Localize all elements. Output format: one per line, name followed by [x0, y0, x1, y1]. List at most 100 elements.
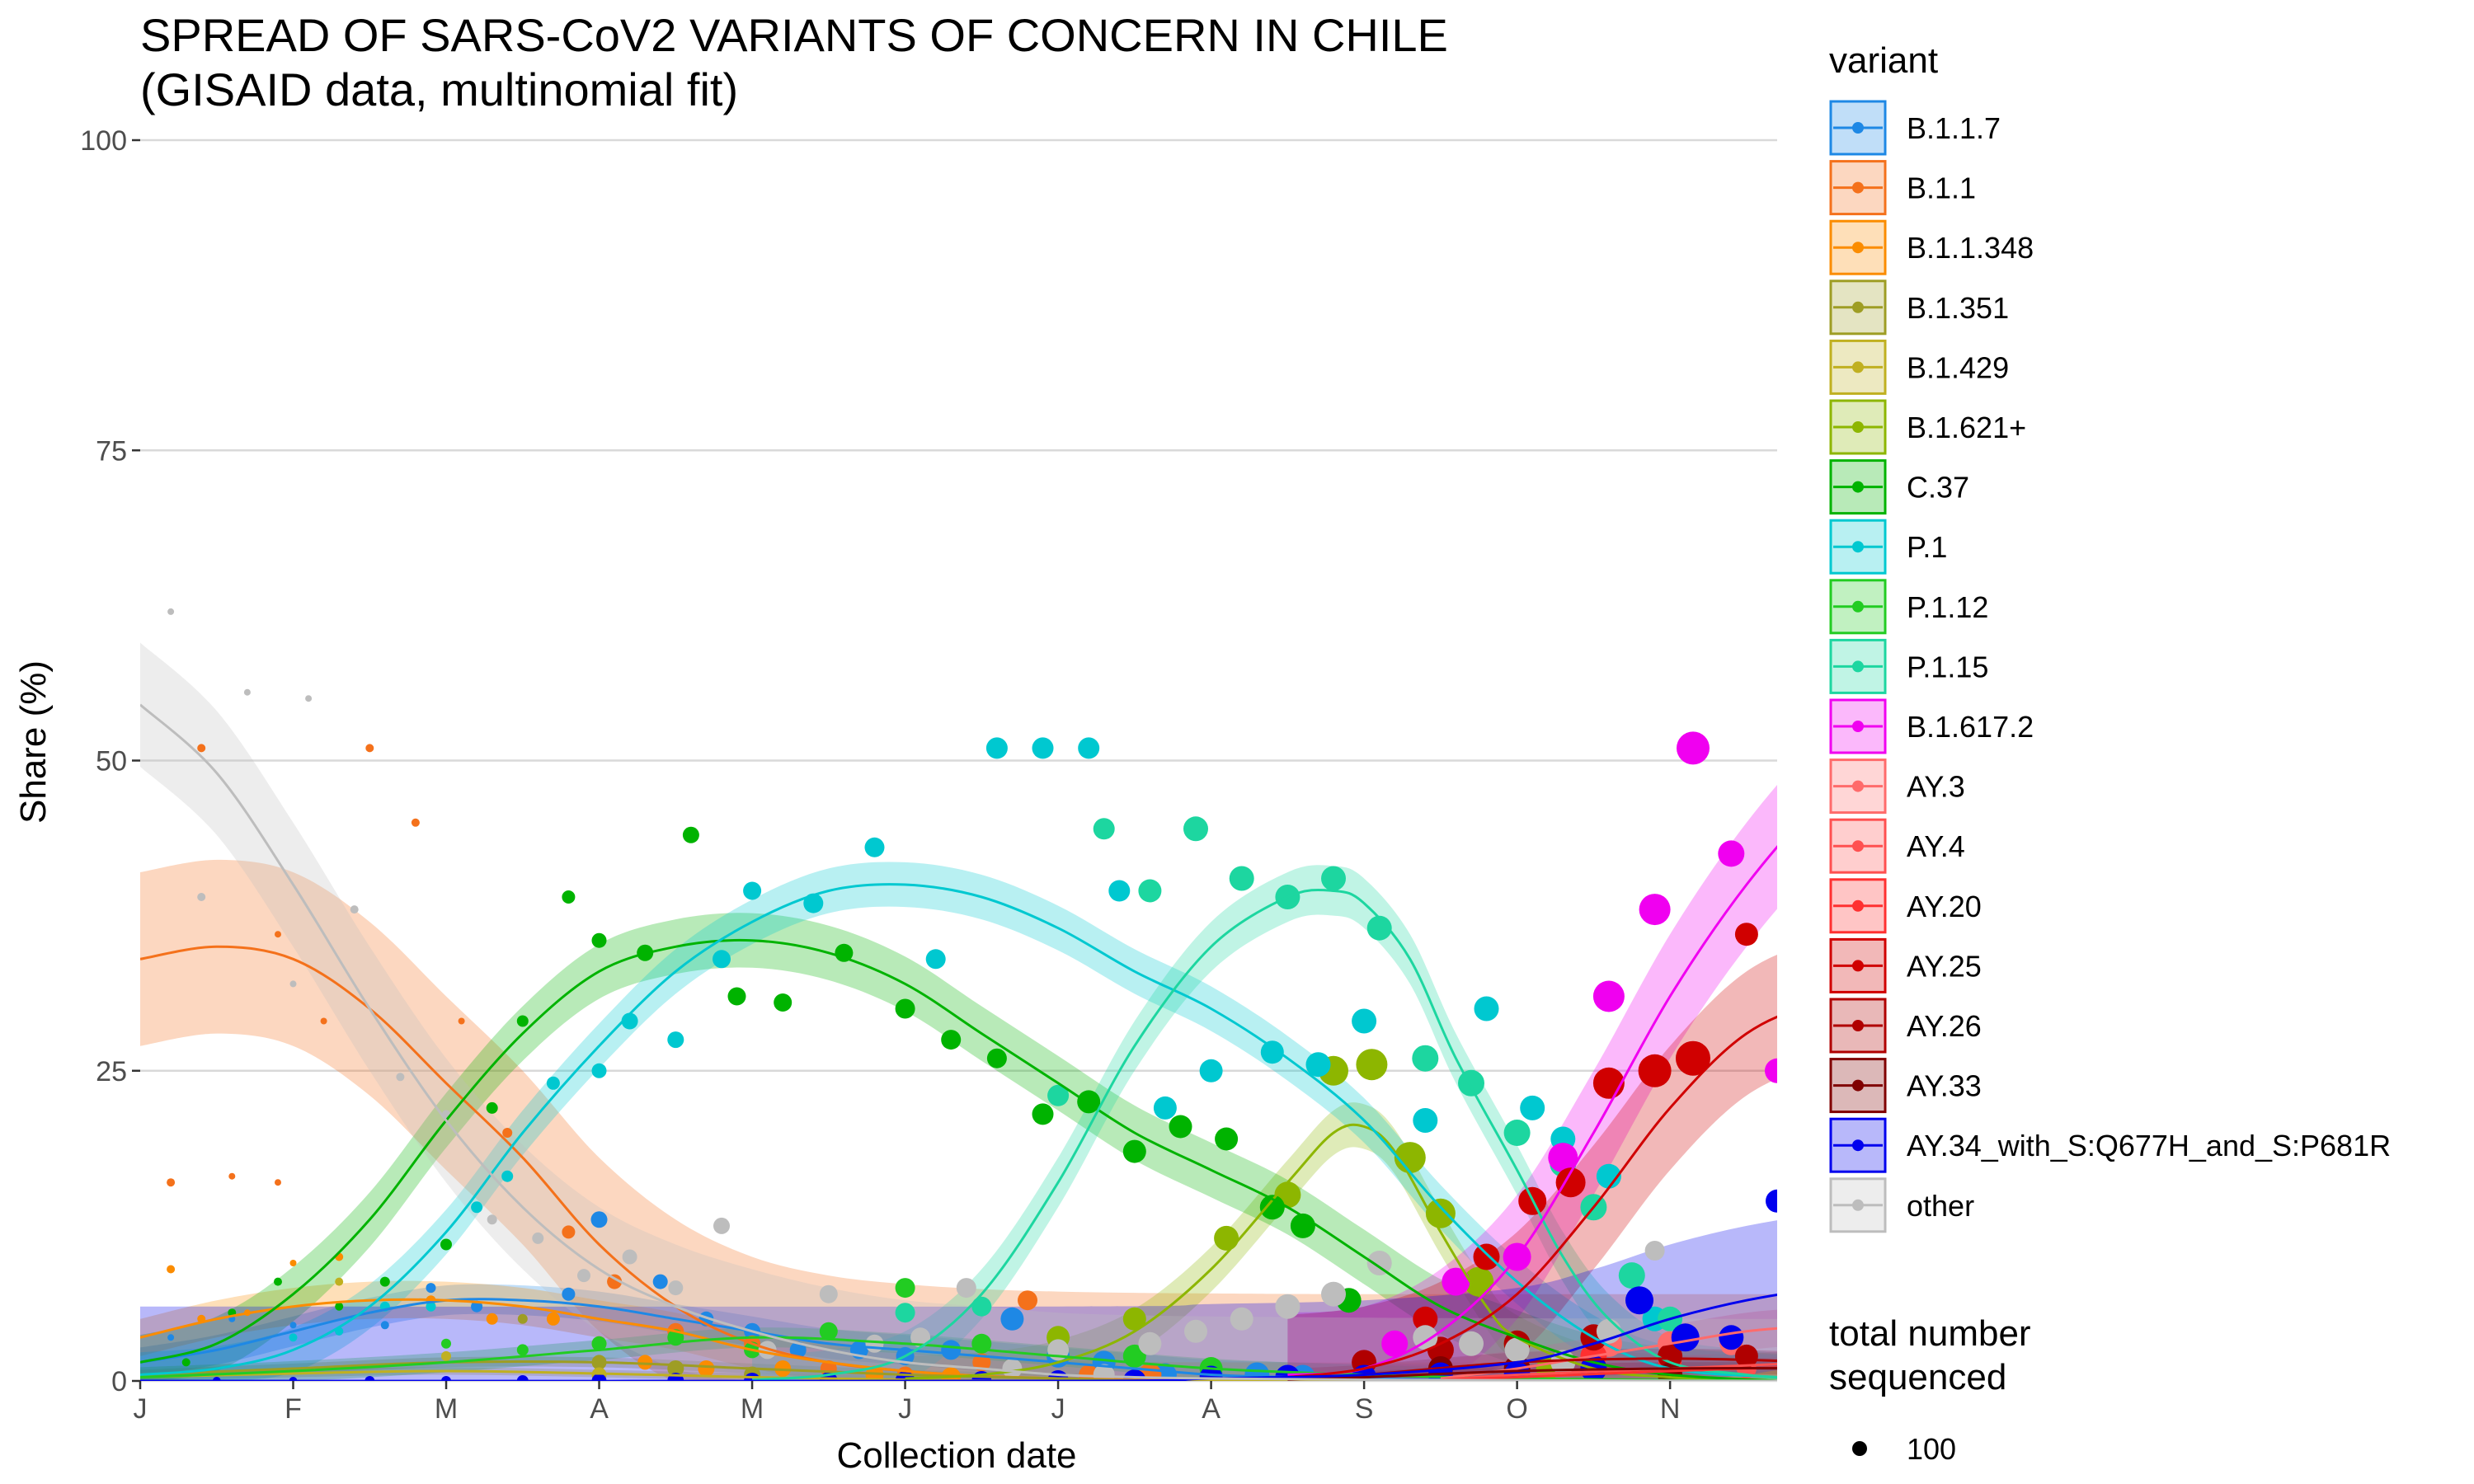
- x-tick-label: J: [898, 1393, 912, 1425]
- point-ay-34-with-s-q677h-and-s-p681r: [1671, 1323, 1700, 1352]
- legend-title: variant: [1829, 40, 1938, 81]
- point-other: [910, 1327, 931, 1348]
- point-b-1-1: [197, 744, 206, 753]
- point-p-1: [985, 737, 1008, 759]
- point-b-1-1: [411, 818, 420, 827]
- legend-label: B.1.1: [1907, 171, 1976, 205]
- legend-item-ay-25: AY.25: [1829, 937, 1982, 993]
- point-b-1-621: [1122, 1307, 1146, 1331]
- legend-label: P.1.12: [1907, 590, 1988, 624]
- point-b-1-617-2: [1381, 1330, 1409, 1357]
- point-p-1-15: [1503, 1120, 1531, 1146]
- point-ay-3: [1783, 1272, 1803, 1292]
- point-other: [622, 1249, 637, 1265]
- point-ay-25: [1592, 1067, 1625, 1099]
- point-b-1-617-2: [1718, 840, 1745, 867]
- x-tick-label: A: [1202, 1393, 1221, 1425]
- point-ay-34-with-s-q677h-and-s-p681r: [591, 1374, 607, 1381]
- point-b-1-351: [517, 1313, 528, 1324]
- legend-item-ay-4: AY.4: [1829, 818, 1965, 874]
- legend-label: other: [1907, 1189, 1974, 1223]
- point-ay-25: [1676, 1040, 1710, 1076]
- point-b-1-1: [1018, 1290, 1037, 1311]
- point-b-1-1-7: [590, 1211, 608, 1228]
- point-c-37: [591, 932, 607, 948]
- point-b-1-1: [458, 1017, 465, 1025]
- point-b-1-1-7: [167, 1334, 175, 1341]
- point-b-1-429: [441, 1350, 451, 1361]
- fit-lines: [140, 703, 1777, 1381]
- point-ay-25: [1814, 863, 1832, 881]
- point-b-1-1-7: [1000, 1307, 1024, 1331]
- point-p-1-15: [1412, 1045, 1439, 1072]
- point-ay-34-with-s-q677h-and-s-p681r: [1766, 1189, 1777, 1213]
- point-p-1: [1199, 1059, 1223, 1082]
- point-ay-34-with-s-q677h-and-s-p681r: [1719, 1325, 1744, 1350]
- point-ay-25: [1473, 1243, 1500, 1270]
- point-c-37: [440, 1238, 452, 1251]
- legend-key-dot: [1852, 541, 1864, 553]
- legend-label: B.1.621+: [1907, 411, 2026, 444]
- point-b-1-617-2: [1639, 894, 1671, 926]
- fit-line-ay-34-with-s-q677h-and-s-p681r: [140, 1293, 1777, 1381]
- band-other: [140, 642, 1777, 1381]
- point-b-1-1-7: [426, 1283, 436, 1294]
- point-c-37: [774, 993, 793, 1012]
- legend-label: AY.3: [1907, 770, 1965, 804]
- y-tick-label: 0: [111, 1366, 127, 1397]
- point-ay-25: [1555, 1167, 1586, 1198]
- point-b-1-1-348: [289, 1260, 297, 1266]
- point-c-37: [682, 826, 699, 843]
- fit-line-c-37: [140, 938, 1777, 1381]
- point-ay-34-with-s-q677h-and-s-p681r: [365, 1376, 375, 1381]
- point-other: [1366, 1251, 1392, 1275]
- point-other: [167, 608, 175, 615]
- point-other: [713, 1217, 730, 1234]
- legend-item-other: other: [1829, 1177, 1974, 1233]
- point-b-1-1: [320, 1017, 327, 1025]
- size-legend-value: 100: [1907, 1432, 1956, 1466]
- legend-label: AY.34_with_S:Q677H_and_S:P681R: [1907, 1129, 2391, 1162]
- legend-label: AY.33: [1907, 1069, 1982, 1103]
- point-c-37: [895, 998, 915, 1019]
- point-other: [1321, 1281, 1346, 1307]
- point-other: [1184, 1319, 1207, 1343]
- x-tick-label: M: [435, 1393, 458, 1425]
- point-c-37: [941, 1030, 962, 1050]
- point-other: [1275, 1294, 1300, 1319]
- legend-item-c-37: C.37: [1829, 459, 1969, 515]
- point-p-1: [1474, 996, 1499, 1021]
- legend-item-p-1: P.1: [1829, 519, 1947, 575]
- point-p-1: [925, 949, 946, 970]
- point-b-1-1: [972, 1353, 991, 1372]
- point-ay-4: [1799, 1156, 1816, 1172]
- point-ay-25: [1734, 923, 1758, 946]
- legend-item-b-1-617-2: B.1.617.2: [1829, 698, 2034, 754]
- point-b-1-617-2: [1592, 980, 1625, 1012]
- legend-item-ay-3: AY.3: [1829, 758, 1965, 815]
- legend-key-dot: [1852, 600, 1864, 613]
- fit-line-p-1-12: [140, 1336, 1777, 1381]
- legend-item-b-1-1-348: B.1.1.348: [1829, 219, 2034, 275]
- point-b-1-1: [275, 1179, 281, 1186]
- point-p-1-12: [441, 1338, 451, 1349]
- point-p-1: [1108, 880, 1131, 902]
- point-c-37: [986, 1048, 1007, 1068]
- point-p-1-15: [1366, 915, 1392, 941]
- point-b-1-1-7: [652, 1274, 668, 1289]
- legend-key-dot: [1852, 840, 1864, 852]
- point-other: [1138, 1331, 1162, 1355]
- point-p-1-15: [1229, 866, 1254, 891]
- point-other: [1002, 1359, 1023, 1378]
- point-other: [289, 980, 297, 988]
- legend-key-dot: [1852, 899, 1864, 912]
- point-p-1: [1032, 737, 1054, 759]
- legend-key-dot: [1852, 1199, 1864, 1211]
- chart-title: SPREAD OF SARS-CoV2 VARIANTS OF CONCERN …: [140, 9, 1448, 61]
- point-p-1-15: [1458, 1069, 1484, 1097]
- point-other: [197, 893, 206, 901]
- point-b-1-617-2: [1442, 1267, 1470, 1296]
- point-p-1: [743, 881, 762, 900]
- fit-line-ay-3: [1440, 1327, 1777, 1380]
- point-p-1-15: [1093, 818, 1115, 840]
